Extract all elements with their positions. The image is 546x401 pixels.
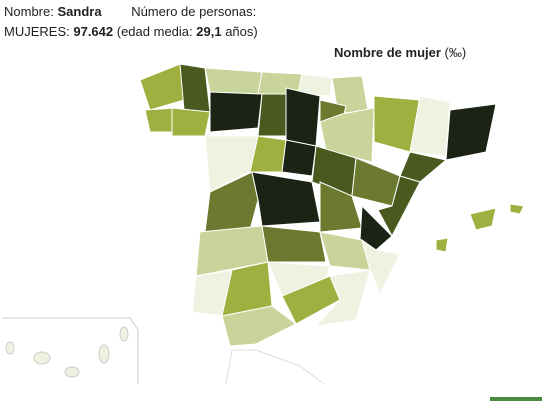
coast-line bbox=[225, 349, 325, 385]
island bbox=[64, 366, 80, 378]
button[interactable] bbox=[490, 397, 542, 401]
women-count: 97.642 bbox=[73, 24, 114, 39]
province bbox=[139, 63, 185, 111]
name-label: Nombre: bbox=[4, 4, 54, 19]
name: Sandra bbox=[57, 4, 102, 19]
province bbox=[285, 87, 321, 147]
province bbox=[509, 203, 525, 215]
canary-inset bbox=[2, 317, 139, 384]
province bbox=[377, 175, 421, 238]
province bbox=[261, 225, 327, 263]
province bbox=[204, 67, 263, 95]
island bbox=[33, 351, 51, 365]
province bbox=[351, 157, 401, 207]
province bbox=[399, 151, 448, 183]
province bbox=[221, 305, 297, 347]
province bbox=[314, 269, 371, 327]
count-label: Número de personas: bbox=[131, 4, 257, 19]
island bbox=[5, 341, 15, 355]
province bbox=[251, 171, 321, 227]
women-label: MUJERES: bbox=[4, 24, 70, 39]
province bbox=[445, 103, 497, 161]
island bbox=[98, 344, 110, 364]
province bbox=[469, 207, 497, 231]
province bbox=[204, 171, 259, 233]
map-title-text: Nombre de mujer bbox=[334, 45, 441, 60]
province bbox=[144, 107, 176, 133]
island bbox=[119, 326, 129, 342]
map-unit: (‰) bbox=[444, 45, 467, 60]
province bbox=[257, 93, 287, 137]
women-line: MUJERES: 97.642 (edad media: 29,1 años) bbox=[4, 24, 258, 39]
age-label: (edad media: bbox=[116, 24, 193, 39]
province bbox=[361, 238, 401, 296]
province bbox=[171, 107, 211, 137]
name-line: Nombre: Sandra Número de personas: bbox=[4, 4, 256, 19]
map-title: Nombre de mujer (‰) bbox=[334, 45, 466, 60]
province bbox=[435, 237, 449, 253]
provinces bbox=[139, 63, 525, 347]
province bbox=[297, 73, 333, 97]
province bbox=[281, 139, 317, 177]
inset-border bbox=[2, 317, 139, 384]
province bbox=[209, 91, 263, 133]
age-unit: años) bbox=[225, 24, 258, 39]
age: 29,1 bbox=[196, 24, 222, 39]
